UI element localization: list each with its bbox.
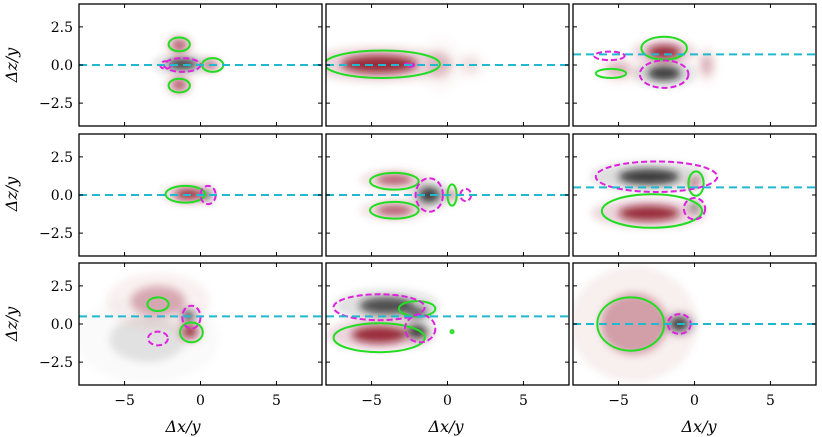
positive-contour bbox=[167, 77, 191, 94]
negative-lobe bbox=[689, 202, 700, 212]
y-tick-label: 0.0 bbox=[51, 317, 73, 333]
ticks bbox=[573, 134, 816, 256]
negative-contour bbox=[332, 293, 426, 322]
positive-lobe bbox=[700, 54, 713, 76]
y-tick-label: 2.5 bbox=[51, 20, 73, 36]
panel-frame bbox=[78, 262, 323, 386]
panel-frame bbox=[78, 3, 323, 127]
positive-contour bbox=[146, 296, 170, 313]
y-tick-label: −2.5 bbox=[39, 226, 73, 242]
negative-contour bbox=[638, 59, 690, 89]
x-axis-label-col3: Δx/y bbox=[680, 417, 717, 436]
y-tick-label: 0.0 bbox=[51, 188, 73, 204]
y-tick-label: −2.5 bbox=[39, 355, 73, 371]
positive-lobe bbox=[647, 45, 681, 59]
panel-1: −2.5 0.0 2.5 bbox=[39, 3, 323, 127]
positive-contour bbox=[594, 67, 628, 79]
panel-3 bbox=[572, 3, 817, 127]
x-axis-label-col2: Δx/y bbox=[427, 417, 464, 436]
y-tick-label: 2.5 bbox=[51, 279, 73, 295]
negative-contour bbox=[147, 330, 169, 347]
positive-contour bbox=[369, 200, 420, 220]
positive-contour bbox=[687, 170, 705, 197]
ticks bbox=[79, 4, 322, 126]
negative-contour bbox=[594, 160, 719, 193]
positive-lobe bbox=[171, 39, 187, 52]
y-axis-label-row2: Δz/y bbox=[2, 176, 21, 212]
negative-contour bbox=[403, 313, 437, 344]
positive-lobe bbox=[600, 293, 668, 355]
panel-4: −2.5 0.0 2.5 bbox=[39, 133, 323, 257]
panel-7: −5 0 5 −2.5 0.0 2.5 bbox=[39, 262, 323, 409]
positive-lobe bbox=[618, 205, 680, 221]
positive-contour bbox=[167, 36, 191, 53]
positive-contour bbox=[326, 49, 441, 79]
x-tick-label: 5 bbox=[519, 393, 528, 409]
positive-contour bbox=[332, 322, 426, 354]
ticks bbox=[326, 4, 569, 126]
panel-frame bbox=[572, 262, 817, 386]
positive-contour bbox=[164, 184, 207, 204]
panel-2 bbox=[325, 3, 570, 127]
positive-lobe bbox=[376, 174, 413, 186]
panel-6 bbox=[572, 133, 817, 257]
y-tick-label: −2.5 bbox=[39, 96, 73, 112]
positive-lobe bbox=[689, 178, 700, 188]
positive-contour bbox=[369, 171, 420, 191]
y-axis-label-row1: Δz/y bbox=[2, 47, 21, 83]
heatmap-field bbox=[591, 162, 707, 228]
negative-lobe bbox=[359, 297, 415, 315]
negative-lobe bbox=[408, 307, 427, 318]
panel-9: −5 0 5 bbox=[572, 262, 817, 409]
y-tick-label: 2.5 bbox=[51, 150, 73, 166]
positive-lobe bbox=[130, 285, 186, 317]
negative-lobe bbox=[618, 169, 680, 185]
negative-lobe bbox=[418, 187, 440, 203]
panel-frame bbox=[78, 133, 323, 257]
positive-contour bbox=[600, 193, 704, 229]
negative-contour bbox=[682, 197, 707, 221]
ticks bbox=[326, 134, 569, 256]
ticks bbox=[79, 263, 322, 385]
x-tick-label: −5 bbox=[114, 393, 135, 409]
negative-contour bbox=[414, 177, 444, 213]
positive-lobe bbox=[447, 190, 457, 200]
panel-frame bbox=[572, 3, 817, 127]
panel-frame bbox=[325, 3, 570, 127]
x-tick-label: 5 bbox=[272, 393, 281, 409]
negative-lobe bbox=[109, 316, 186, 363]
x-tick-label: −5 bbox=[608, 393, 629, 409]
x-tick-label: 0 bbox=[196, 393, 205, 409]
ticks bbox=[573, 4, 816, 126]
positive-contour bbox=[449, 329, 455, 335]
positive-lobe bbox=[376, 204, 413, 216]
axis-labels: Δx/y Δx/y Δx/y Δz/y Δz/y Δz/y bbox=[2, 47, 717, 436]
negative-lobe bbox=[167, 58, 198, 70]
panel-frame bbox=[325, 262, 570, 386]
x-tick-label: 5 bbox=[766, 393, 775, 409]
ticks bbox=[573, 263, 816, 385]
panel-grid: −2.50.02.5−2.50.02.5−5 0 5−2.50.02.5−5 0 5 −5… bbox=[39, 3, 817, 409]
panel-frame bbox=[572, 133, 817, 257]
negative-lobe bbox=[647, 66, 681, 81]
y-tick-label: 0.0 bbox=[51, 58, 73, 74]
x-tick-label: 0 bbox=[443, 393, 452, 409]
x-tick-label: 0 bbox=[690, 393, 699, 409]
positive-contour bbox=[178, 321, 204, 344]
negative-contour bbox=[593, 50, 626, 62]
x-axis-label-col1: Δx/y bbox=[164, 417, 201, 436]
y-axis-label-row3: Δz/y bbox=[2, 306, 21, 342]
panel-8: −5 0 5 bbox=[325, 262, 570, 409]
positive-lobe bbox=[171, 78, 187, 91]
ticks bbox=[79, 134, 322, 256]
panel-frame bbox=[325, 133, 570, 257]
ticks bbox=[326, 263, 569, 385]
x-tick-label: −5 bbox=[361, 393, 382, 409]
positive-lobe bbox=[351, 326, 407, 344]
panel-5 bbox=[325, 133, 570, 257]
